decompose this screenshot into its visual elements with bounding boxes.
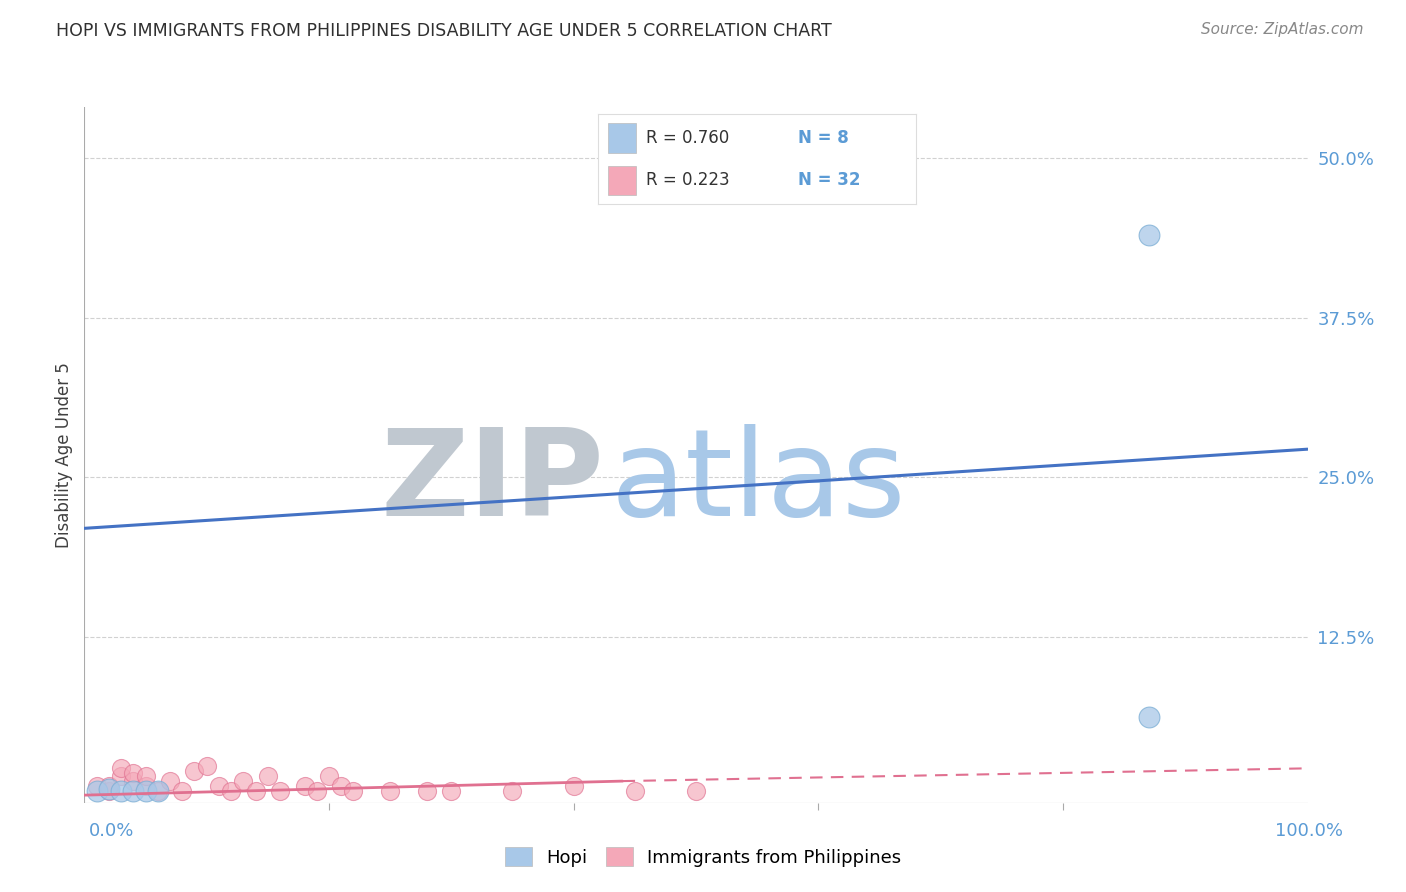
Y-axis label: Disability Age Under 5: Disability Age Under 5 xyxy=(55,362,73,548)
Text: atlas: atlas xyxy=(610,425,905,541)
Text: 100.0%: 100.0% xyxy=(1275,822,1343,840)
Text: HOPI VS IMMIGRANTS FROM PHILIPPINES DISABILITY AGE UNDER 5 CORRELATION CHART: HOPI VS IMMIGRANTS FROM PHILIPPINES DISA… xyxy=(56,22,832,40)
Text: Source: ZipAtlas.com: Source: ZipAtlas.com xyxy=(1201,22,1364,37)
Text: 0.0%: 0.0% xyxy=(89,822,134,840)
Text: ZIP: ZIP xyxy=(381,425,605,541)
Legend: Hopi, Immigrants from Philippines: Hopi, Immigrants from Philippines xyxy=(498,840,908,874)
